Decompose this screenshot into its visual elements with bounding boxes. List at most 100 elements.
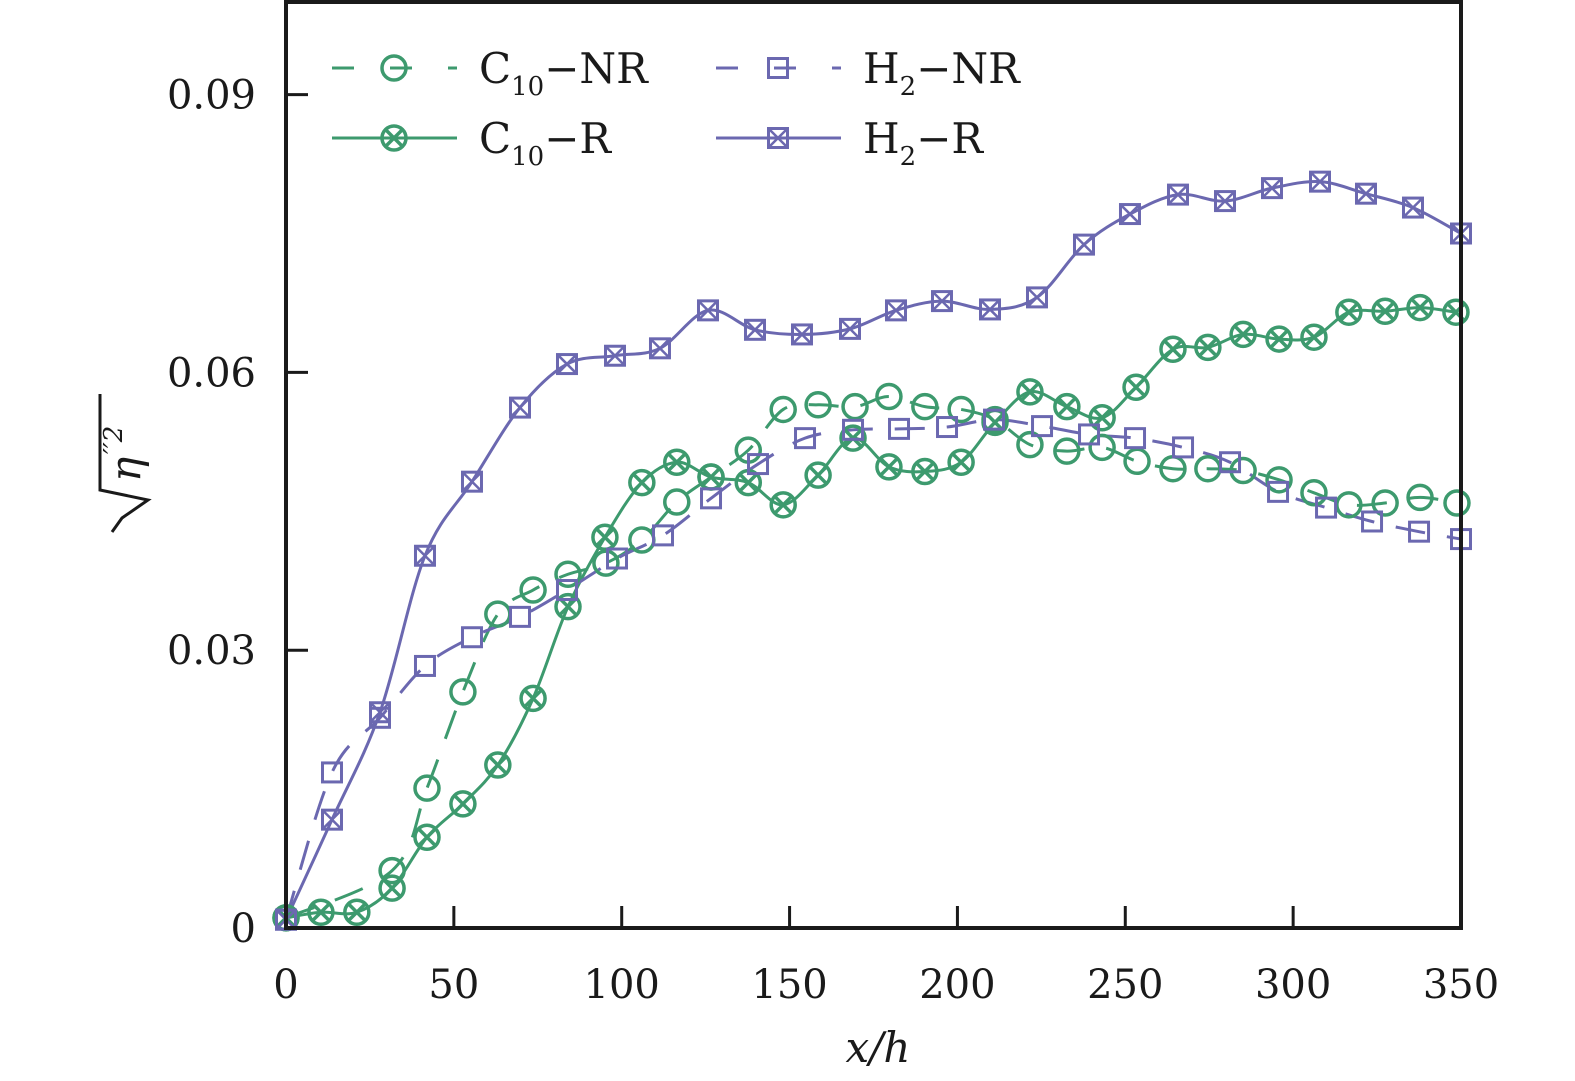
legend-marker-square (767, 57, 789, 79)
x-tick-label: 200 (919, 962, 995, 1008)
data-point-h2-nr (1408, 520, 1431, 543)
data-point-c10-r (413, 823, 441, 852)
data-point-h2-r (884, 299, 907, 322)
data-point-c10-r (875, 453, 903, 481)
legend: C10−NR C10−R H2−NR H2−R (332, 44, 1021, 172)
data-point-h2-nr (1078, 423, 1101, 446)
x-tick-label: 350 (1423, 962, 1499, 1008)
data-point-c10-r (1300, 323, 1328, 351)
data-point-h2-nr (1267, 480, 1290, 503)
x-axis-label: x/h (846, 1023, 911, 1072)
data-point-c10-nr (1406, 483, 1434, 512)
data-point-h2-nr (888, 417, 911, 440)
y-axis-label-symbol: η (101, 457, 150, 482)
data-point-h2-nr (1219, 451, 1242, 474)
x-axis: 0 50 100 150 200 250 300 350 (273, 906, 1499, 1008)
data-point-c10-r (1371, 297, 1399, 326)
series-line-c10-r (285, 306, 1457, 920)
data-point-c10-r (1016, 378, 1044, 406)
y-axis-label: η ′′2 (98, 394, 152, 533)
data-point-c10-r (1335, 298, 1363, 326)
plot-lines (284, 180, 1462, 921)
data-point-h2-r (1309, 170, 1331, 193)
data-point-c10-nr (663, 488, 691, 516)
data-point-c10-r (343, 898, 371, 927)
legend-marker-square-x (767, 127, 789, 149)
data-point-h2-r (508, 396, 531, 419)
data-point-h2-nr (700, 487, 723, 510)
data-point-h2-r (1025, 286, 1048, 309)
legend-item-c10-r: C10−R (332, 114, 612, 172)
data-point-h2-nr (320, 761, 343, 784)
data-point-c10-r (1122, 373, 1150, 401)
data-point-c10-r (449, 790, 477, 818)
data-point-c10-nr (1443, 489, 1471, 517)
data-point-c10-r (1053, 392, 1081, 421)
data-point-c10-nr (628, 526, 656, 554)
x-tick-label: 100 (584, 962, 660, 1008)
data-point-c10-nr (519, 576, 547, 604)
data-point-c10-r (769, 491, 797, 519)
legend-marker-circle (380, 54, 408, 82)
data-point-h2-r (1354, 182, 1377, 205)
y-tick-label: 0.03 (167, 628, 256, 674)
data-point-c10-nr (841, 392, 869, 421)
data-point-c10-nr (947, 395, 975, 424)
data-point-h2-nr (413, 654, 436, 677)
data-point-h2-nr (652, 524, 675, 547)
data-point-h2-nr (1315, 496, 1338, 519)
series-line-h2-r (284, 180, 1462, 921)
data-point-c10-nr (449, 678, 477, 706)
data-point-c10-nr (592, 549, 620, 577)
data-point-h2-r (1118, 203, 1141, 226)
data-point-h2-nr (1172, 436, 1195, 459)
data-point-h2-nr (1031, 415, 1054, 438)
y-tick-label: 0.06 (167, 350, 256, 396)
data-point-c10-nr (769, 395, 797, 424)
data-point-h2-nr (606, 547, 629, 570)
data-point-h2-r (790, 323, 813, 346)
data-point-h2-nr (794, 427, 817, 450)
x-tick-label: 50 (428, 962, 479, 1008)
data-point-h2-r (460, 470, 483, 493)
data-point-c10-r (1194, 333, 1222, 362)
data-point-c10-r (663, 448, 691, 476)
y-tick-label: 0.09 (167, 73, 256, 119)
data-point-h2-r (648, 337, 671, 360)
data-point-h2-r (978, 298, 1001, 321)
data-point-h2-nr (936, 416, 959, 439)
plot-frame (284, 0, 1463, 930)
data-point-c10-nr (911, 392, 939, 421)
data-point-c10-r (947, 448, 975, 476)
data-point-h2-r (369, 701, 391, 724)
data-point-h2-r (604, 344, 626, 367)
data-point-h2-nr (555, 579, 578, 602)
data-point-h2-nr (842, 418, 865, 441)
data-point-c10-nr (1123, 447, 1151, 476)
x-tick-label: 300 (1255, 962, 1331, 1008)
data-point-h2-nr (1124, 427, 1147, 450)
sqrt-sign (98, 394, 152, 533)
data-point-c10-r (484, 751, 512, 779)
legend-label: C10−R (479, 114, 612, 172)
data-point-c10-nr (1053, 437, 1081, 465)
data-point-c10-nr (1016, 430, 1044, 459)
data-point-c10-nr (554, 560, 582, 589)
data-point-c10-r (1159, 335, 1187, 363)
data-point-c10-nr (804, 391, 832, 419)
data-point-h2-r (320, 808, 343, 831)
x-tick-label: 250 (1087, 962, 1163, 1008)
data-point-c10-r (804, 461, 832, 489)
data-point-c10-nr (1371, 489, 1399, 517)
data-point-c10-nr (413, 774, 441, 802)
x-tick-label: 150 (751, 962, 827, 1008)
data-point-c10-nr (484, 600, 512, 628)
data-point-h2-r (696, 299, 719, 322)
data-point-h2-nr (747, 453, 770, 476)
legend-item-h2-r: H2−R (716, 114, 984, 172)
legend-label: H2−R (863, 114, 984, 172)
data-point-h2-r (1213, 190, 1236, 213)
data-point-c10-r (519, 684, 547, 713)
y-tick-label: 0 (231, 906, 256, 952)
